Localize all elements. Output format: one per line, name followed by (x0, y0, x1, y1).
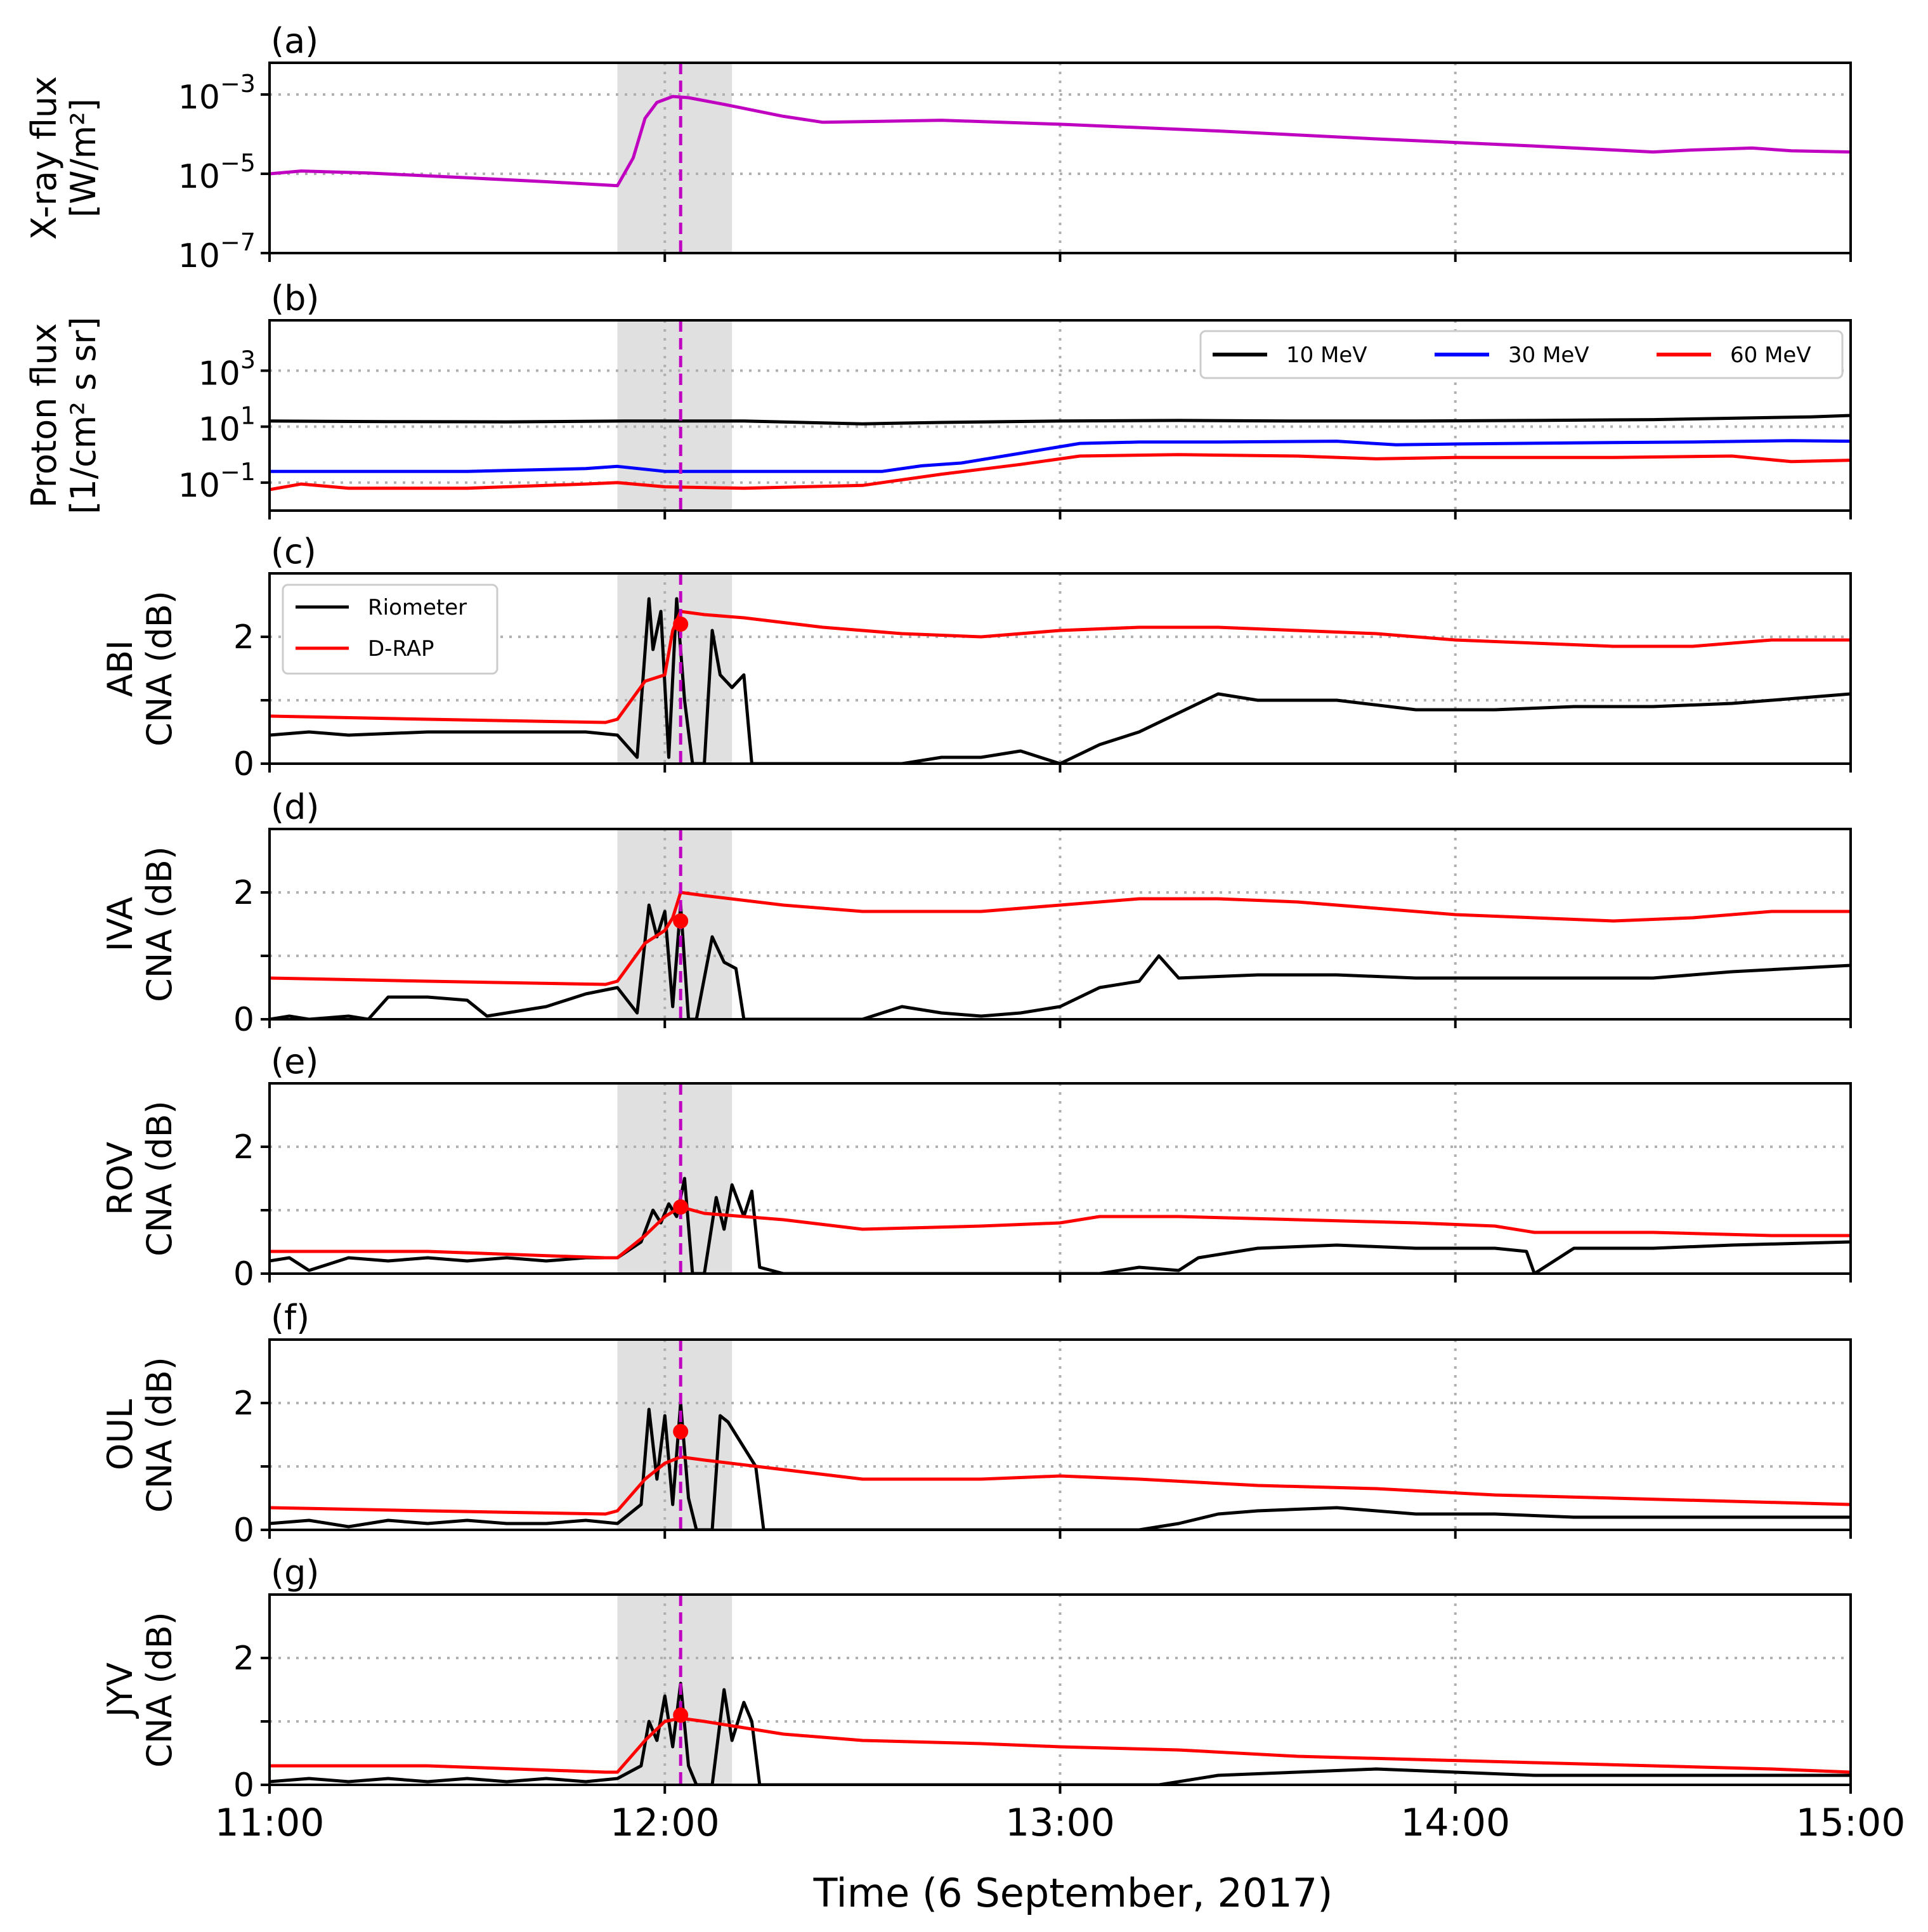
y-tick-label: 10−5 (178, 149, 256, 196)
y-axis-label: ABI (100, 640, 140, 697)
series-riometer-line (270, 597, 1851, 764)
panel-g: 0 2 (g) JYV CNA (dB) 11:00 12:00 13:00 14:00 15:0… (100, 1553, 1905, 1845)
series-30-mev-line (270, 439, 1851, 473)
panel-a: 10−3 10−5 10−7 (a) X-ray flux [W/m²] (24, 21, 1852, 275)
panel-d: 0 2 (d) IVA CNA (dB) (100, 787, 1852, 1039)
y-axis-label-units: CNA (dB) (140, 846, 179, 1002)
y-tick-label: 0 (233, 1001, 254, 1039)
data-layer (270, 95, 1851, 188)
series-x-ray-line (270, 95, 1851, 188)
series-10-mev-line (270, 414, 1851, 426)
shaded-interval (617, 63, 733, 253)
x-tick-label: 14:00 (1400, 1801, 1510, 1845)
y-tick-label: 2 (233, 874, 254, 912)
legend-entry: D-RAP (368, 636, 434, 662)
y-axis-label: Proton flux (24, 323, 64, 507)
y-tick-label: 2 (233, 618, 254, 656)
x-tick-label: 12:00 (610, 1801, 720, 1845)
y-axis-label-units: CNA (dB) (140, 1612, 179, 1768)
y-axis-label: ROV (100, 1142, 140, 1215)
panel-label: (a) (271, 21, 318, 61)
y-tick-label: 2 (233, 1640, 254, 1678)
drap-point-marker (673, 1707, 689, 1723)
data-layer (270, 1681, 1851, 1785)
legend-box (1199, 330, 1844, 379)
x-axis-label: Time (6 September, 2017) (813, 1870, 1333, 1916)
series-riometer-line (270, 1681, 1851, 1785)
series-d-rap-line (270, 610, 1851, 724)
data-layer (270, 1177, 1851, 1274)
series-riometer-line (270, 903, 1851, 1019)
y-tick-label: 103 (199, 346, 256, 393)
y-tick-label: 0 (233, 1766, 254, 1805)
legend-entry: Riometer (368, 595, 467, 620)
panel-label: (g) (271, 1553, 319, 1593)
panel-label: (d) (271, 787, 319, 827)
y-axis-label: JYV (100, 1662, 140, 1719)
series-riometer-line (270, 1401, 1851, 1530)
y-axis-label-units: CNA (dB) (140, 1100, 179, 1256)
y-tick-label: 10−1 (178, 458, 256, 505)
data-layer (270, 891, 1851, 1019)
panel-label: (f) (271, 1298, 309, 1338)
y-axis-label-units: CNA (dB) (140, 1357, 179, 1513)
y-tick-label: 101 (199, 402, 256, 449)
series-d-rap-line (270, 1716, 1851, 1774)
drap-point-marker (673, 913, 689, 929)
y-axis-label: X-ray flux (24, 76, 64, 240)
y-tick-label: 0 (233, 1255, 254, 1293)
data-layer (270, 597, 1851, 764)
data-layer (270, 1401, 1851, 1530)
y-axis-label: IVA (100, 897, 140, 951)
drap-point-marker (673, 1424, 689, 1439)
x-tick-label: 15:00 (1796, 1801, 1906, 1845)
series-d-rap-line (270, 1455, 1851, 1516)
drap-point-marker (673, 1199, 689, 1215)
y-tick-label: 2 (233, 1385, 254, 1423)
y-tick-label: 10−7 (178, 228, 256, 275)
legend-entry: 30 MeV (1508, 343, 1589, 368)
drap-point-marker (673, 617, 689, 632)
series-d-rap-line (270, 891, 1851, 986)
panel-label: (b) (271, 278, 319, 318)
shaded-interval (617, 320, 733, 511)
y-axis-label: OUL (100, 1399, 140, 1470)
legend-entry: 10 MeV (1286, 343, 1367, 368)
y-tick-label: 0 (233, 1511, 254, 1550)
y-tick-label: 2 (233, 1128, 254, 1166)
x-tick-label: 13:00 (1005, 1801, 1115, 1845)
legend: 10 MeV 30 MeV 60 MeV (1199, 330, 1844, 379)
y-axis-label-units: CNA (dB) (140, 591, 179, 747)
panel-f: 0 2 (f) OUL CNA (dB) (100, 1298, 1852, 1550)
panel-label: (e) (271, 1041, 318, 1081)
y-tick-label: 0 (233, 745, 254, 783)
panel-label: (c) (271, 532, 316, 571)
panel-c: 0 2 (c) ABI CNA (dB) Riometer D-RAP (100, 532, 1852, 783)
x-tick-label: 11:00 (215, 1801, 325, 1845)
data-layer (270, 414, 1851, 492)
panel-b: 103 101 10−1 (b) Proton flux [1/cm² s sr] 10 M… (24, 278, 1852, 519)
y-tick-label: 10−3 (178, 70, 256, 117)
shaded-interval (617, 1595, 733, 1785)
series-60-mev-line (270, 453, 1851, 492)
y-axis-label-units: [W/m²] (63, 98, 103, 218)
legend: Riometer D-RAP (282, 584, 498, 675)
series-d-rap-line (270, 1205, 1851, 1260)
panel-e: 0 2 (e) ROV CNA (dB) (100, 1041, 1852, 1293)
y-axis-label-units: [1/cm² s sr] (63, 317, 103, 514)
legend-entry: 60 MeV (1730, 343, 1811, 368)
